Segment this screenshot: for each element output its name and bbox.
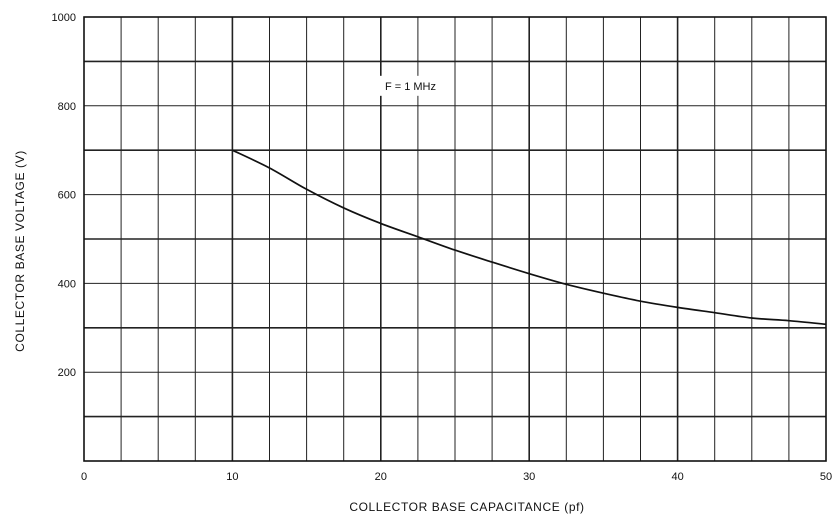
x-tick-label: 50: [820, 471, 832, 483]
annotation-box: F = 1 MHz: [370, 75, 451, 96]
y-tick-label: 800: [58, 101, 76, 113]
y-axis-label: COLLECTOR BASE VOLTAGE (V): [13, 150, 27, 352]
x-axis-label: COLLECTOR BASE CAPACITANCE (pf): [349, 500, 584, 514]
y-tick-label: 400: [58, 278, 76, 290]
annotation-label: F = 1 MHz: [385, 81, 436, 93]
annotation-background: [370, 75, 451, 96]
y-tick-label: 600: [58, 190, 76, 202]
x-tick-label: 10: [226, 471, 238, 483]
plot-frame: [83, 16, 827, 462]
x-tick-label: 20: [375, 471, 387, 483]
x-tick-label: 30: [523, 471, 535, 483]
y-tick-label: 1000: [52, 12, 76, 24]
series-line: [232, 149, 827, 326]
y-tick-label: 200: [58, 367, 76, 379]
x-tick-label: 0: [81, 471, 87, 483]
horizontal-gridlines: [84, 60, 826, 418]
x-tick-label: 40: [671, 471, 683, 483]
x-tick-labels: 0 10 20 30 40 50: [81, 471, 832, 483]
y-tick-labels: 200 400 600 800 1000: [52, 12, 76, 379]
